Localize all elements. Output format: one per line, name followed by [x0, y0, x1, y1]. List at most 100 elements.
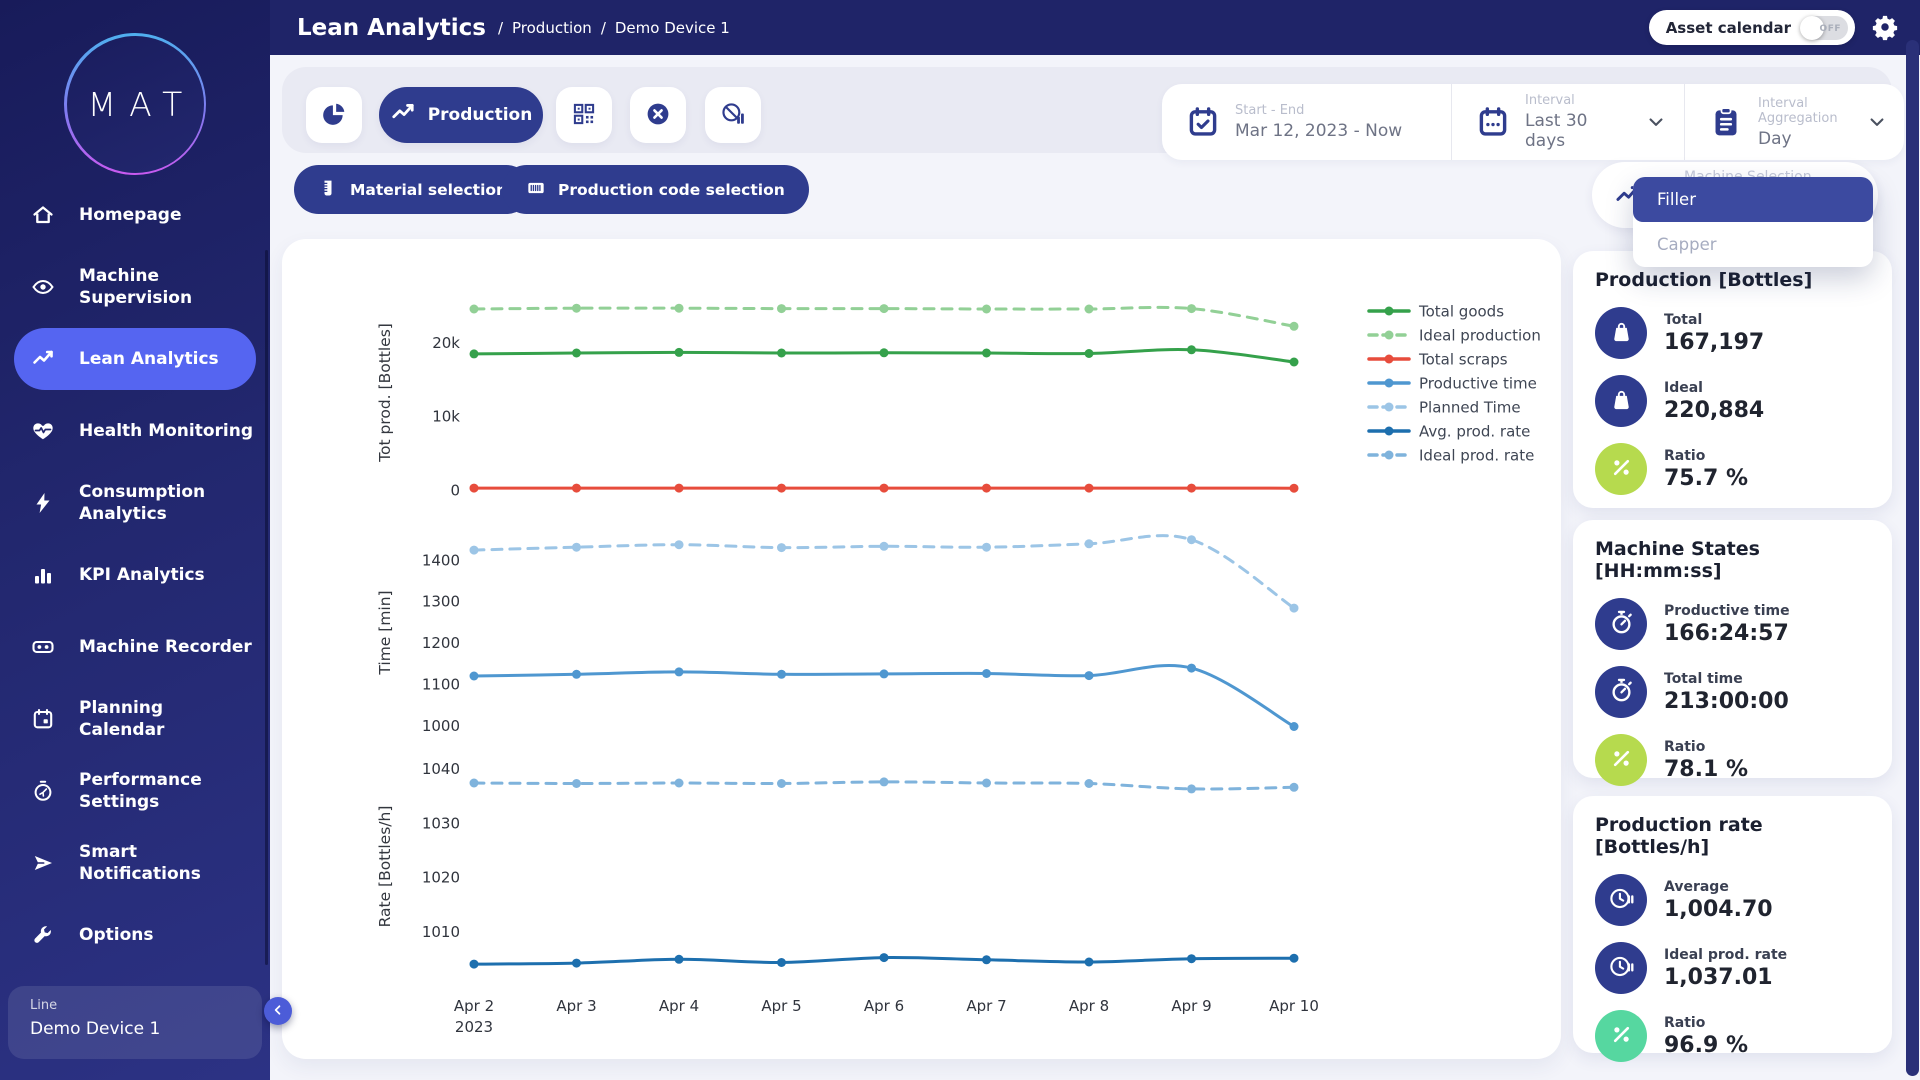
data-point [675, 667, 684, 676]
breadcrumb: / Production / Demo Device 1 [498, 19, 730, 37]
stat-circle [1595, 734, 1647, 786]
settings-button[interactable] [1871, 13, 1899, 41]
sidebar-item-label: Homepage [79, 204, 182, 226]
asset-calendar-toggle[interactable]: Asset calendar OFF [1649, 10, 1855, 45]
sidebar-item-planning-calendar[interactable]: PlanningCalendar [0, 683, 270, 755]
stopwatch-icon [1608, 609, 1635, 640]
date-range-filter[interactable]: Start - EndMar 12, 2023 - Now [1162, 84, 1451, 160]
data-point [1085, 671, 1094, 680]
sidebar-item-options[interactable]: Options [0, 899, 270, 971]
sidebar-item-smart-notifications[interactable]: SmartNotifications [0, 827, 270, 899]
trend-icon [390, 100, 416, 131]
legend-label: Planned Time [1419, 398, 1521, 416]
sidebar-collapse-button[interactable] [264, 997, 292, 1025]
data-point [1290, 358, 1299, 367]
stat-circle [1595, 598, 1647, 650]
data-point [675, 779, 684, 788]
sidebar-item-label: Options [79, 924, 153, 946]
legend-item-total-scraps[interactable]: Total scraps [1369, 350, 1508, 368]
data-point [777, 958, 786, 967]
production-code-selection-button[interactable]: Production code selection [502, 165, 809, 214]
stat-row-ideal: Ideal220,884 [1595, 375, 1870, 427]
stat-value: 1,037.01 [1664, 965, 1787, 990]
sidebar-item-performance-settings[interactable]: PerformanceSettings [0, 755, 270, 827]
asset-calendar-label: Asset calendar [1666, 19, 1791, 37]
dropdown-option-capper[interactable]: Capper [1633, 222, 1873, 267]
sidebar-item-lean-analytics[interactable]: Lean Analytics [14, 328, 256, 390]
data-point [675, 484, 684, 493]
breadcrumb-demo-device-1[interactable]: Demo Device 1 [615, 19, 730, 37]
stat-texts: Total time213:00:00 [1664, 671, 1789, 714]
sidebar-item-label: PlanningCalendar [79, 697, 164, 741]
toggle-track[interactable]: OFF [1801, 16, 1848, 40]
brand-logo-inner: MAT [67, 36, 204, 173]
stat-label: Total [1664, 312, 1764, 328]
chevron-down-icon [1646, 112, 1666, 132]
calendar-dots-icon [1476, 105, 1510, 139]
production-view-button[interactable]: Production [379, 87, 543, 143]
device-selector[interactable]: Line Demo Device 1 [8, 986, 262, 1059]
stat-label: Ideal [1664, 380, 1764, 396]
machine-selection-dropdown: FillerCapper [1633, 177, 1873, 267]
device-selector-value: Demo Device 1 [30, 1019, 240, 1039]
calendar-check-icon [1186, 105, 1220, 139]
eye-icon [30, 274, 56, 300]
data-point [1187, 535, 1196, 544]
stat-card-title: Machine States [HH:mm:ss] [1595, 538, 1870, 582]
sidebar-item-label: Lean Analytics [79, 348, 219, 370]
data-point [880, 542, 889, 551]
stat-texts: Ratio96.9 % [1664, 1015, 1748, 1058]
interval-filter[interactable]: IntervalLast 30 days [1451, 84, 1684, 160]
sidebar-scrollbar[interactable] [265, 250, 268, 965]
aggregation-filter[interactable]: Interval AggregationDay [1684, 84, 1904, 160]
stat-circle [1595, 1010, 1647, 1062]
legend-item-ideal-prod-rate[interactable]: Ideal prod. rate [1369, 446, 1534, 464]
stat-label: Average [1664, 879, 1773, 895]
data-point [777, 484, 786, 493]
data-point [1187, 954, 1196, 963]
page-scrollbar[interactable] [1906, 40, 1919, 1076]
legend-item-total-goods[interactable]: Total goods [1369, 302, 1504, 320]
legend-item-ideal-production[interactable]: Ideal production [1369, 326, 1541, 344]
sidebar-item-label: Health Monitoring [79, 420, 253, 442]
sidebar-item-consumption-analytics[interactable]: ConsumptionAnalytics [0, 467, 270, 539]
data-point [572, 304, 581, 313]
code-view-button[interactable] [556, 87, 612, 143]
heart-icon [30, 418, 56, 444]
legend-label: Total scraps [1418, 350, 1508, 368]
sidebar-item-homepage[interactable]: Homepage [0, 179, 270, 251]
data-point [470, 779, 479, 788]
pie-view-button[interactable] [306, 87, 362, 143]
y-tick: 1040 [422, 760, 460, 778]
stat-card-production-bottles: Production [Bottles] Total167,197 Ideal220… [1573, 251, 1892, 508]
filter-label: Interval Aggregation [1758, 96, 1838, 126]
sidebar-item-kpi-analytics[interactable]: KPI Analytics [0, 539, 270, 611]
stat-value: 1,004.70 [1664, 897, 1773, 922]
material-selection-button[interactable]: Material selection [294, 165, 531, 214]
legend-item-planned-time[interactable]: Planned Time [1369, 398, 1521, 416]
no-data-view-button[interactable] [705, 87, 761, 143]
breadcrumb-separator: / [601, 19, 606, 37]
stat-texts: Total167,197 [1664, 312, 1764, 355]
stat-circle [1595, 375, 1647, 427]
sidebar-item-machine-recorder[interactable]: Machine Recorder [0, 611, 270, 683]
page-title: Lean Analytics [297, 15, 486, 41]
legend-item-productive-time[interactable]: Productive time [1369, 374, 1537, 392]
data-point [777, 304, 786, 313]
stops-view-button[interactable] [630, 87, 686, 143]
data-point [777, 670, 786, 679]
data-point [982, 305, 991, 314]
stat-card-title: Production [Bottles] [1595, 269, 1870, 291]
sidebar-item-health-monitoring[interactable]: Health Monitoring [0, 395, 270, 467]
chevron-left-icon [271, 1003, 285, 1020]
breadcrumb-production[interactable]: Production [512, 19, 592, 37]
x-tick: Apr 6 [864, 997, 904, 1015]
legend-item-avg-prod-rate[interactable]: Avg. prod. rate [1369, 422, 1530, 440]
stat-label: Ratio [1664, 739, 1748, 755]
data-point [982, 669, 991, 678]
breadcrumb-separator: / [498, 19, 503, 37]
wrench-icon [30, 922, 56, 948]
sidebar-item-machine-supervision[interactable]: MachineSupervision [0, 251, 270, 323]
dropdown-option-filler[interactable]: Filler [1633, 177, 1873, 222]
stat-row-total-time: Total time213:00:00 [1595, 666, 1870, 718]
